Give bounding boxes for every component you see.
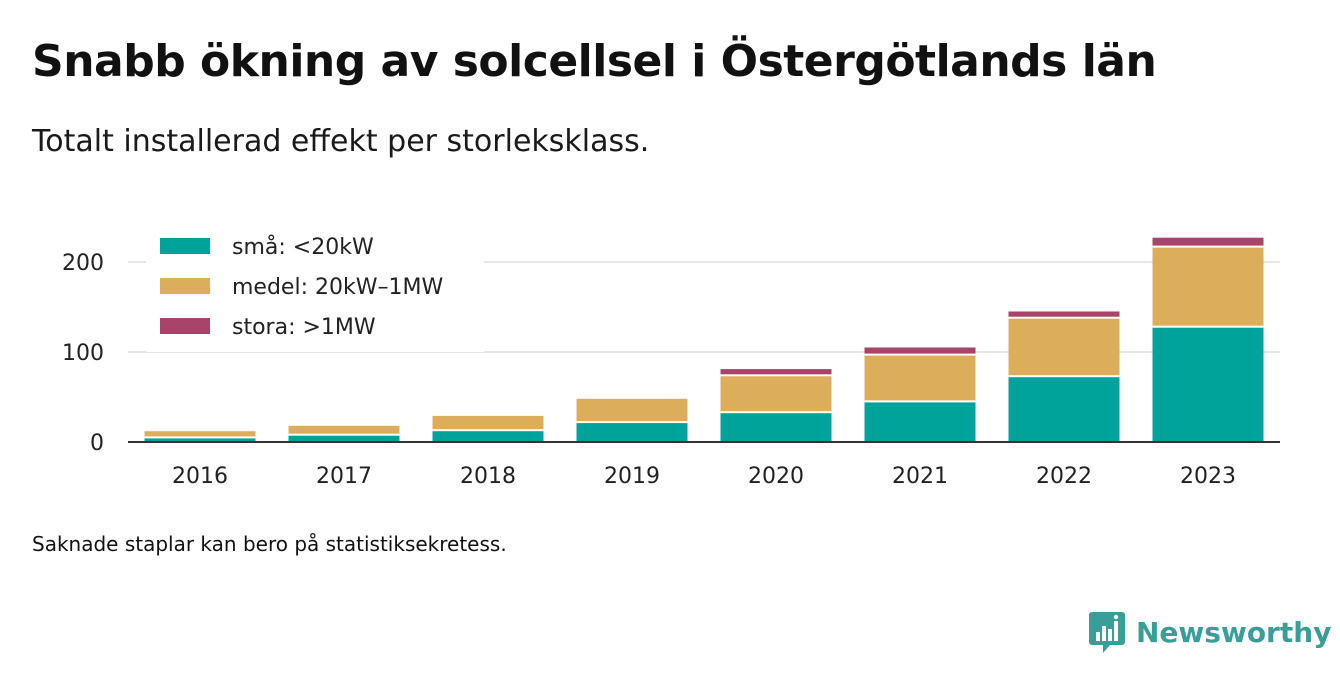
y-tick-label: 200 — [62, 251, 104, 276]
brand-name: Newsworthy — [1136, 615, 1332, 649]
legend-label: stora: >1MW — [232, 315, 376, 340]
bar-segment — [864, 402, 976, 442]
bar-segment — [720, 369, 832, 375]
x-tick-label: 2016 — [172, 464, 228, 489]
bar-segment — [432, 415, 544, 430]
chart-subtitle: Totalt installerad effekt per storlekskl… — [32, 124, 650, 159]
newsworthy-logo: Newsworthy — [1088, 610, 1331, 654]
bar-segment — [288, 435, 400, 442]
legend-swatch — [160, 318, 210, 334]
bar-segment — [720, 376, 832, 412]
bar-segment — [1152, 327, 1264, 442]
x-tick-label: 2023 — [1180, 464, 1236, 489]
bar-segment — [720, 413, 832, 442]
bar-segment — [864, 347, 976, 354]
x-tick-label: 2018 — [460, 464, 516, 489]
bar-segment — [288, 425, 400, 434]
bar-segment — [576, 398, 688, 422]
x-tick-label: 2022 — [1036, 464, 1092, 489]
bar-segment — [432, 431, 544, 442]
chart-title: Snabb ökning av solcellsel i Östergötlan… — [32, 36, 1157, 87]
y-tick-label: 0 — [90, 431, 104, 456]
x-tick-label: 2017 — [316, 464, 372, 489]
legend-label: medel: 20kW–1MW — [232, 275, 443, 300]
legend-swatch — [160, 278, 210, 294]
newsworthy-logo-icon — [1089, 612, 1125, 653]
bar-segment — [1152, 237, 1264, 246]
x-tick-label: 2019 — [604, 464, 660, 489]
stacked-bar-chart: 0 100 200 2016 2017 2018 2019 2020 2021 2022 2023 s… — [62, 226, 1280, 489]
bar-segment — [576, 423, 688, 442]
x-tick-label: 2020 — [748, 464, 804, 489]
legend-swatch — [160, 238, 210, 254]
bar-segment — [1152, 247, 1264, 326]
bar-segment — [1008, 311, 1120, 317]
bar-segment — [864, 355, 976, 401]
bar-segment — [1008, 318, 1120, 376]
bar-segment — [144, 438, 256, 442]
footnote: Saknade staplar kan bero på statistiksek… — [32, 532, 507, 556]
bar-segment — [1008, 377, 1120, 442]
legend-label: små: <20kW — [232, 234, 374, 260]
y-tick-label: 100 — [62, 341, 104, 366]
x-tick-label: 2021 — [892, 464, 948, 489]
bar-segment — [144, 431, 256, 437]
